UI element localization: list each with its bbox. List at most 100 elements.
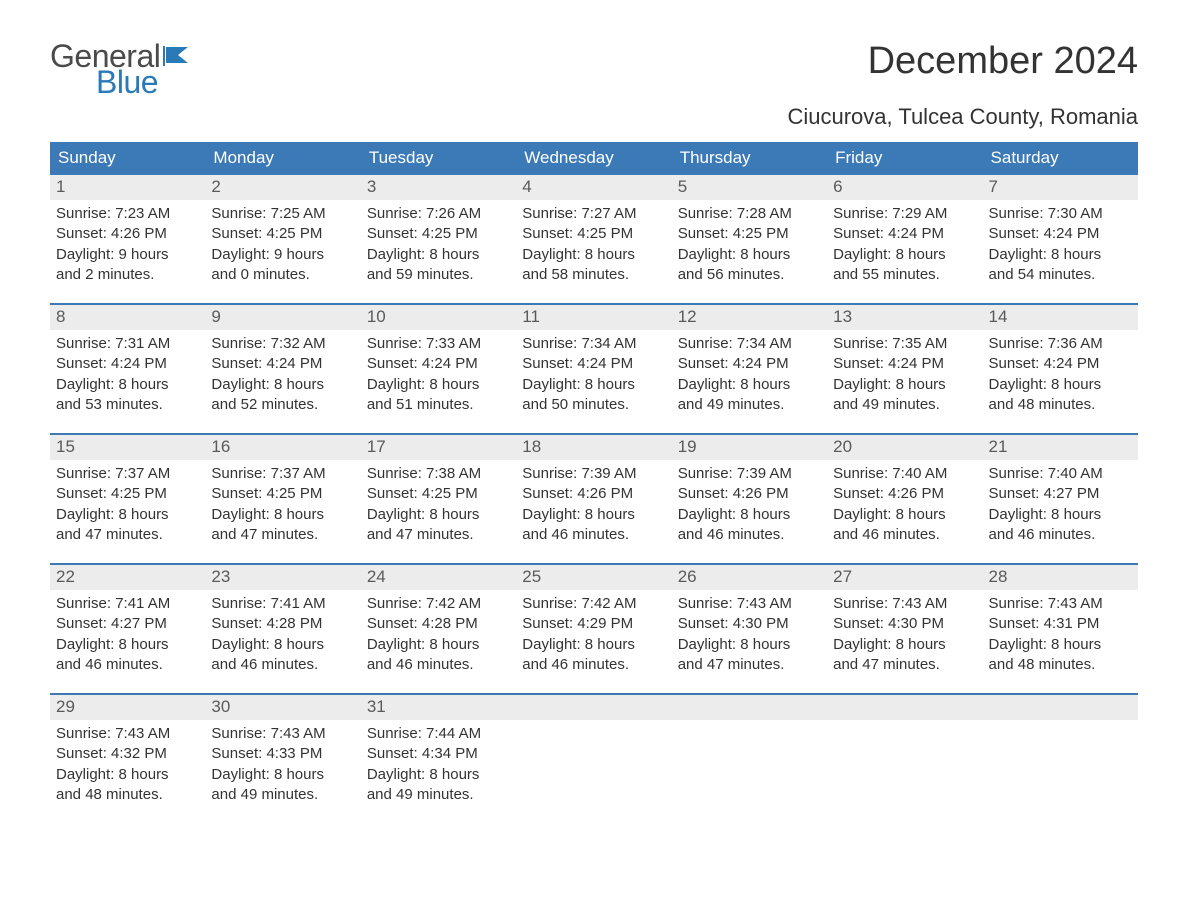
sunrise-text: Sunrise: 7:43 AM [56,724,199,744]
daylight-line1: Daylight: 8 hours [211,765,354,785]
day-number: 7 [983,175,1138,200]
daylight-line2: and 49 minutes. [211,785,354,805]
day-body: Sunrise: 7:36 AMSunset: 4:24 PMDaylight:… [983,330,1138,415]
dow-sunday: Sunday [50,142,205,175]
sunset-text: Sunset: 4:30 PM [678,614,821,634]
day-body: Sunrise: 7:43 AMSunset: 4:31 PMDaylight:… [983,590,1138,675]
sunrise-text: Sunrise: 7:40 AM [833,464,976,484]
calendar-day: 29Sunrise: 7:43 AMSunset: 4:32 PMDayligh… [50,695,205,823]
day-body: Sunrise: 7:44 AMSunset: 4:34 PMDaylight:… [361,720,516,805]
sunset-text: Sunset: 4:25 PM [522,224,665,244]
dow-tuesday: Tuesday [361,142,516,175]
sunset-text: Sunset: 4:27 PM [56,614,199,634]
day-number: 19 [672,435,827,460]
calendar-week: 15Sunrise: 7:37 AMSunset: 4:25 PMDayligh… [50,433,1138,563]
sunrise-text: Sunrise: 7:30 AM [989,204,1132,224]
calendar-day: 14Sunrise: 7:36 AMSunset: 4:24 PMDayligh… [983,305,1138,433]
daylight-line2: and 49 minutes. [833,395,976,415]
brand-word2: Blue [96,66,190,98]
day-number: 27 [827,565,982,590]
day-body: Sunrise: 7:25 AMSunset: 4:25 PMDaylight:… [205,200,360,285]
calendar-day: 16Sunrise: 7:37 AMSunset: 4:25 PMDayligh… [205,435,360,563]
sunrise-text: Sunrise: 7:37 AM [56,464,199,484]
sunset-text: Sunset: 4:24 PM [56,354,199,374]
sunrise-text: Sunrise: 7:43 AM [211,724,354,744]
calendar-day: 12Sunrise: 7:34 AMSunset: 4:24 PMDayligh… [672,305,827,433]
day-body: Sunrise: 7:31 AMSunset: 4:24 PMDaylight:… [50,330,205,415]
daylight-line1: Daylight: 8 hours [989,245,1132,265]
daylight-line1: Daylight: 8 hours [678,245,821,265]
daylight-line1: Daylight: 8 hours [56,505,199,525]
daylight-line1: Daylight: 8 hours [211,375,354,395]
calendar-week: 22Sunrise: 7:41 AMSunset: 4:27 PMDayligh… [50,563,1138,693]
daylight-line2: and 46 minutes. [833,525,976,545]
daylight-line1: Daylight: 8 hours [989,505,1132,525]
daylight-line1: Daylight: 8 hours [211,635,354,655]
calendar: Sunday Monday Tuesday Wednesday Thursday… [50,142,1138,823]
daylight-line2: and 51 minutes. [367,395,510,415]
day-body: Sunrise: 7:23 AMSunset: 4:26 PMDaylight:… [50,200,205,285]
sunset-text: Sunset: 4:25 PM [211,484,354,504]
day-number: 22 [50,565,205,590]
calendar-day: 18Sunrise: 7:39 AMSunset: 4:26 PMDayligh… [516,435,671,563]
sunset-text: Sunset: 4:24 PM [367,354,510,374]
day-body: Sunrise: 7:32 AMSunset: 4:24 PMDaylight:… [205,330,360,415]
daylight-line1: Daylight: 8 hours [522,245,665,265]
sunrise-text: Sunrise: 7:25 AM [211,204,354,224]
daylight-line1: Daylight: 9 hours [211,245,354,265]
calendar-day [983,695,1138,823]
calendar-day: 8Sunrise: 7:31 AMSunset: 4:24 PMDaylight… [50,305,205,433]
day-body: Sunrise: 7:34 AMSunset: 4:24 PMDaylight:… [672,330,827,415]
sunset-text: Sunset: 4:31 PM [989,614,1132,634]
day-number: 24 [361,565,516,590]
day-body: Sunrise: 7:43 AMSunset: 4:32 PMDaylight:… [50,720,205,805]
calendar-day: 19Sunrise: 7:39 AMSunset: 4:26 PMDayligh… [672,435,827,563]
dow-saturday: Saturday [983,142,1138,175]
calendar-day: 1Sunrise: 7:23 AMSunset: 4:26 PMDaylight… [50,175,205,303]
daylight-line2: and 48 minutes. [989,395,1132,415]
sunrise-text: Sunrise: 7:42 AM [522,594,665,614]
sunset-text: Sunset: 4:24 PM [833,224,976,244]
day-body: Sunrise: 7:42 AMSunset: 4:29 PMDaylight:… [516,590,671,675]
sunrise-text: Sunrise: 7:33 AM [367,334,510,354]
calendar-day [516,695,671,823]
daylight-line2: and 59 minutes. [367,265,510,285]
sunset-text: Sunset: 4:28 PM [367,614,510,634]
day-body [983,720,1138,724]
calendar-day: 26Sunrise: 7:43 AMSunset: 4:30 PMDayligh… [672,565,827,693]
day-number: 14 [983,305,1138,330]
sunset-text: Sunset: 4:24 PM [989,354,1132,374]
dow-friday: Friday [827,142,982,175]
calendar-day: 10Sunrise: 7:33 AMSunset: 4:24 PMDayligh… [361,305,516,433]
calendar-day: 22Sunrise: 7:41 AMSunset: 4:27 PMDayligh… [50,565,205,693]
calendar-day: 31Sunrise: 7:44 AMSunset: 4:34 PMDayligh… [361,695,516,823]
day-body: Sunrise: 7:40 AMSunset: 4:27 PMDaylight:… [983,460,1138,545]
day-body: Sunrise: 7:42 AMSunset: 4:28 PMDaylight:… [361,590,516,675]
day-number: 30 [205,695,360,720]
day-body [827,720,982,724]
day-body [516,720,671,724]
day-number [516,695,671,720]
daylight-line1: Daylight: 8 hours [678,375,821,395]
day-number: 29 [50,695,205,720]
brand-logo: General Blue [50,40,190,98]
day-number: 8 [50,305,205,330]
calendar-day: 20Sunrise: 7:40 AMSunset: 4:26 PMDayligh… [827,435,982,563]
calendar-day [827,695,982,823]
sunset-text: Sunset: 4:24 PM [989,224,1132,244]
sunset-text: Sunset: 4:33 PM [211,744,354,764]
calendar-day: 13Sunrise: 7:35 AMSunset: 4:24 PMDayligh… [827,305,982,433]
calendar-day: 15Sunrise: 7:37 AMSunset: 4:25 PMDayligh… [50,435,205,563]
day-number: 20 [827,435,982,460]
sunrise-text: Sunrise: 7:29 AM [833,204,976,224]
sunset-text: Sunset: 4:34 PM [367,744,510,764]
sunrise-text: Sunrise: 7:35 AM [833,334,976,354]
sunrise-text: Sunrise: 7:36 AM [989,334,1132,354]
daylight-line2: and 47 minutes. [833,655,976,675]
day-body: Sunrise: 7:41 AMSunset: 4:27 PMDaylight:… [50,590,205,675]
daylight-line1: Daylight: 8 hours [56,765,199,785]
day-number: 31 [361,695,516,720]
calendar-day: 23Sunrise: 7:41 AMSunset: 4:28 PMDayligh… [205,565,360,693]
sunrise-text: Sunrise: 7:32 AM [211,334,354,354]
day-body [672,720,827,724]
